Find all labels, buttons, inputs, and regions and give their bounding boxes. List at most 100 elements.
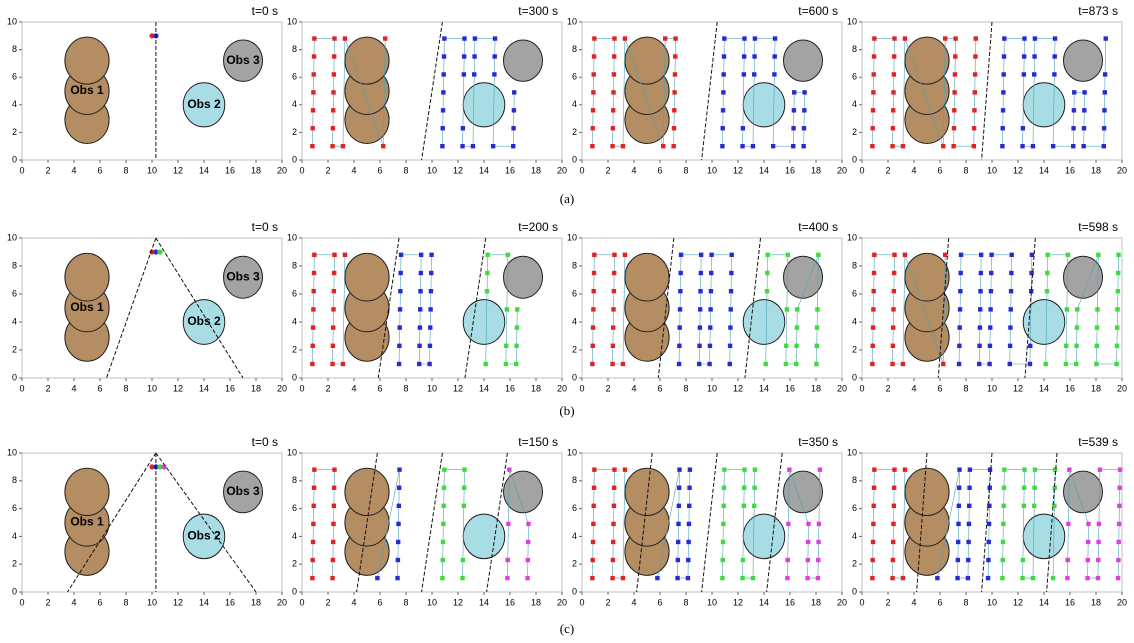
waypoint [814, 361, 819, 367]
waypoint [675, 557, 681, 563]
waypoint [1115, 325, 1120, 330]
y-tick-label: 8 [292, 475, 297, 485]
waypoint [398, 252, 404, 257]
waypoint [460, 126, 466, 131]
x-tick-label: 0 [299, 597, 304, 607]
row-caption: (c) [560, 621, 574, 636]
waypoint [971, 144, 976, 149]
waypoint [611, 90, 616, 95]
waypoint [1116, 252, 1121, 257]
waypoint [785, 575, 790, 581]
y-tick-label: 0 [852, 154, 857, 164]
waypoint [801, 126, 807, 131]
waypoint [1095, 575, 1101, 581]
waypoint [1094, 343, 1099, 348]
waypoint [514, 343, 519, 348]
waypoint [721, 54, 727, 59]
waypoint [310, 361, 315, 367]
x-tick-label: 8 [683, 383, 688, 393]
waypoint [514, 361, 519, 367]
waypoint [722, 36, 727, 41]
waypoint [1071, 126, 1076, 131]
obstacle [182, 82, 226, 128]
x-tick-label: 16 [785, 165, 795, 175]
waypoint [785, 252, 791, 257]
waypoint [591, 270, 597, 276]
waypoint [1067, 467, 1072, 472]
obstacle [904, 467, 950, 517]
x-tick-label: 10 [147, 165, 157, 175]
partition-line [464, 237, 487, 379]
waypoint [988, 307, 993, 312]
waypoint [1045, 252, 1050, 257]
robot [149, 33, 155, 39]
robot-path [872, 469, 906, 579]
waypoint [871, 90, 876, 95]
x-tick-label: 6 [377, 383, 382, 393]
waypoint [460, 557, 466, 563]
waypoint [676, 539, 681, 545]
waypoint [764, 289, 770, 294]
waypoint [892, 252, 897, 257]
waypoint [1086, 539, 1091, 545]
waypoint [987, 485, 992, 490]
waypoint [678, 289, 683, 294]
x-tick-label: 14 [1039, 165, 1049, 175]
waypoint [720, 557, 725, 563]
waypoint [611, 72, 617, 77]
x-tick-label: 12 [733, 165, 743, 175]
waypoint [526, 521, 531, 527]
waypoint [1071, 144, 1076, 149]
partition-line [981, 452, 993, 593]
waypoint [871, 503, 876, 509]
y-tick-label: 2 [852, 559, 857, 569]
partition-line [67, 452, 157, 593]
waypoint [872, 252, 877, 257]
waypoint [870, 126, 875, 131]
waypoint [741, 503, 747, 509]
y-tick-label: 6 [12, 72, 17, 82]
robot [149, 249, 155, 255]
y-tick-label: 8 [572, 44, 577, 54]
x-tick-label: 8 [403, 383, 408, 393]
waypoint [763, 361, 768, 367]
waypoint [1114, 361, 1119, 367]
waypoint [708, 325, 713, 330]
waypoint [987, 503, 992, 509]
waypoint [381, 144, 386, 149]
x-tick-label: 18 [251, 383, 261, 393]
waypoint [1065, 252, 1071, 257]
panel: 0 2 4 6 8 10 12 14 16 18 20 0 2 4 6 8 10 t=600 s [567, 4, 847, 175]
waypoint [677, 467, 682, 472]
waypoint [622, 467, 628, 472]
waypoint [590, 343, 595, 348]
waypoint [331, 325, 336, 330]
y-tick-label: 6 [852, 288, 857, 298]
waypoint [461, 485, 467, 490]
x-tick-label: 8 [963, 383, 968, 393]
waypoint [511, 126, 516, 131]
robot-path [485, 254, 518, 365]
x-tick-label: 12 [453, 383, 463, 393]
waypoint [1001, 72, 1006, 77]
y-tick-label: 4 [292, 531, 297, 541]
waypoint [611, 539, 616, 545]
partition-line [486, 452, 508, 593]
obstacle-label: Obs 2 [187, 314, 221, 328]
x-tick-label: 16 [225, 165, 235, 175]
waypoint [1082, 108, 1087, 113]
x-tick-label: 6 [377, 165, 382, 175]
x-tick-label: 6 [657, 597, 662, 607]
waypoint [957, 325, 962, 330]
waypoint [1081, 144, 1086, 149]
x-tick-label: 12 [1013, 383, 1023, 393]
x-tick-label: 10 [987, 383, 997, 393]
obstacle [462, 82, 506, 128]
waypoint [986, 521, 992, 527]
robot [157, 464, 163, 470]
robot-path [507, 469, 529, 579]
waypoint [1094, 325, 1100, 330]
waypoint [331, 54, 337, 59]
x-tick-label: 12 [173, 165, 183, 175]
waypoint [977, 361, 982, 367]
